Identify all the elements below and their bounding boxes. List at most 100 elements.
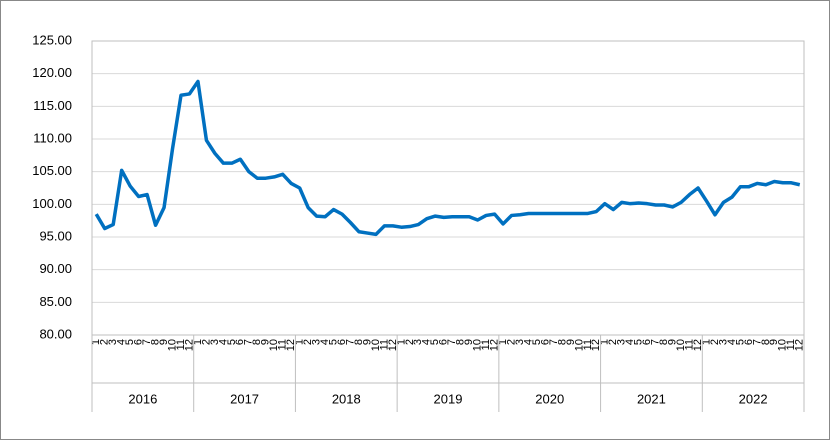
x-tick-label: 4 bbox=[116, 339, 128, 345]
x-tick-label: 11 bbox=[582, 339, 594, 350]
x-tick-label: 3 bbox=[311, 339, 323, 345]
x-tick-label: 3 bbox=[107, 339, 119, 345]
y-tick-label: 125.00 bbox=[32, 32, 72, 47]
x-tick-label: 3 bbox=[514, 339, 526, 345]
x-tick-label: 4 bbox=[624, 339, 636, 345]
x-tick-label: 6 bbox=[641, 339, 653, 345]
x-tick-label: 7 bbox=[243, 339, 255, 345]
x-tick-label: 4 bbox=[726, 339, 738, 345]
x-tick-label: 11 bbox=[175, 339, 187, 350]
x-tick-label: 8 bbox=[149, 339, 161, 345]
year-label: 2018 bbox=[332, 391, 361, 406]
x-tick-label: 5 bbox=[429, 339, 441, 345]
x-tick-label: 5 bbox=[226, 339, 238, 345]
y-tick-label: 110.00 bbox=[33, 130, 72, 145]
x-tick-label: 5 bbox=[734, 339, 746, 345]
x-tick-label: 5 bbox=[327, 339, 339, 345]
x-tick-label: 1 bbox=[497, 339, 509, 345]
x-tick-label: 4 bbox=[522, 339, 534, 345]
y-tick-label: 85.00 bbox=[39, 294, 72, 309]
x-tick-label: 7 bbox=[446, 339, 458, 345]
x-tick-label: 10 bbox=[268, 339, 280, 351]
x-tick-label: 3 bbox=[209, 339, 221, 345]
x-tick-label: 3 bbox=[412, 339, 424, 345]
year-label: 2021 bbox=[637, 391, 666, 406]
x-tick-label: 8 bbox=[455, 339, 467, 345]
x-tick-label: 1 bbox=[395, 339, 407, 345]
x-tick-label: 9 bbox=[260, 339, 272, 345]
y-tick-label: 95.00 bbox=[39, 228, 72, 243]
x-tick-label: 9 bbox=[361, 339, 373, 345]
x-tick-label: 1 bbox=[192, 339, 204, 345]
x-tick-label: 9 bbox=[463, 339, 475, 345]
plot-frame bbox=[91, 40, 805, 336]
x-tick-label: 6 bbox=[133, 339, 145, 345]
x-tick-label: 9 bbox=[158, 339, 170, 345]
x-tick-label: 12 bbox=[794, 339, 806, 351]
y-tick-label: 80.00 bbox=[39, 326, 72, 341]
x-tick-label: 10 bbox=[370, 339, 382, 351]
x-tick-label: 5 bbox=[531, 339, 543, 345]
x-tick-label: 9 bbox=[768, 339, 780, 345]
x-tick-label: 11 bbox=[683, 339, 695, 350]
x-tick-label: 2 bbox=[302, 339, 314, 345]
year-label: 2016 bbox=[128, 391, 157, 406]
x-tick-label: 7 bbox=[751, 339, 763, 345]
x-tick-label: 7 bbox=[344, 339, 356, 345]
x-tick-label: 2 bbox=[505, 339, 517, 345]
x-tick-label: 8 bbox=[556, 339, 568, 345]
x-tick-label: 6 bbox=[438, 339, 450, 345]
x-tick-label: 11 bbox=[277, 339, 289, 350]
y-tick-label: 105.00 bbox=[32, 163, 72, 178]
y-tick-label: 90.00 bbox=[39, 261, 72, 276]
x-tick-label: 12 bbox=[489, 339, 501, 351]
x-tick-label: 2 bbox=[404, 339, 416, 345]
x-tick-label: 12 bbox=[285, 339, 297, 351]
x-tick-label: 2 bbox=[607, 339, 619, 345]
x-tick-label: 11 bbox=[378, 339, 390, 350]
x-tick-label: 11 bbox=[480, 339, 492, 350]
x-tick-label: 9 bbox=[667, 339, 679, 345]
y-tick-label: 100.00 bbox=[32, 196, 72, 211]
x-tick-label: 2 bbox=[200, 339, 212, 345]
x-tick-label: 4 bbox=[217, 339, 229, 345]
y-tick-label: 115.00 bbox=[33, 98, 72, 113]
x-tick-label: 10 bbox=[573, 339, 585, 351]
x-tick-label: 1 bbox=[700, 339, 712, 345]
x-tick-label: 12 bbox=[387, 339, 399, 351]
x-tick-label: 1 bbox=[294, 339, 306, 345]
x-tick-label: 4 bbox=[319, 339, 331, 345]
x-tick-label: 8 bbox=[353, 339, 365, 345]
x-tick-label: 12 bbox=[183, 339, 195, 351]
x-tick-label: 1 bbox=[90, 339, 102, 345]
x-tick-label: 9 bbox=[565, 339, 577, 345]
year-label: 2022 bbox=[739, 391, 768, 406]
x-tick-label: 2 bbox=[709, 339, 721, 345]
x-tick-label: 4 bbox=[421, 339, 433, 345]
x-tick-label: 10 bbox=[472, 339, 484, 351]
x-tick-label: 11 bbox=[785, 339, 797, 350]
year-label: 2019 bbox=[434, 391, 463, 406]
x-tick-label: 6 bbox=[743, 339, 755, 345]
x-tick-label: 5 bbox=[124, 339, 136, 345]
x-tick-label: 1 bbox=[599, 339, 611, 345]
x-tick-label: 6 bbox=[234, 339, 246, 345]
x-tick-label: 6 bbox=[336, 339, 348, 345]
x-tick-label: 10 bbox=[166, 339, 178, 351]
year-label: 2020 bbox=[535, 391, 564, 406]
x-tick-label: 3 bbox=[717, 339, 729, 345]
x-tick-label: 8 bbox=[658, 339, 670, 345]
x-tick-label: 6 bbox=[539, 339, 551, 345]
x-tick-label: 5 bbox=[633, 339, 645, 345]
x-tick-label: 3 bbox=[616, 339, 628, 345]
x-tick-label: 7 bbox=[650, 339, 662, 345]
x-tick-label: 8 bbox=[760, 339, 772, 345]
x-tick-label: 12 bbox=[692, 339, 704, 351]
x-tick-label: 8 bbox=[251, 339, 263, 345]
line-series bbox=[94, 79, 801, 237]
x-tick-label: 7 bbox=[141, 339, 153, 345]
x-tick-label: 12 bbox=[590, 339, 602, 351]
x-tick-label: 10 bbox=[675, 339, 687, 351]
